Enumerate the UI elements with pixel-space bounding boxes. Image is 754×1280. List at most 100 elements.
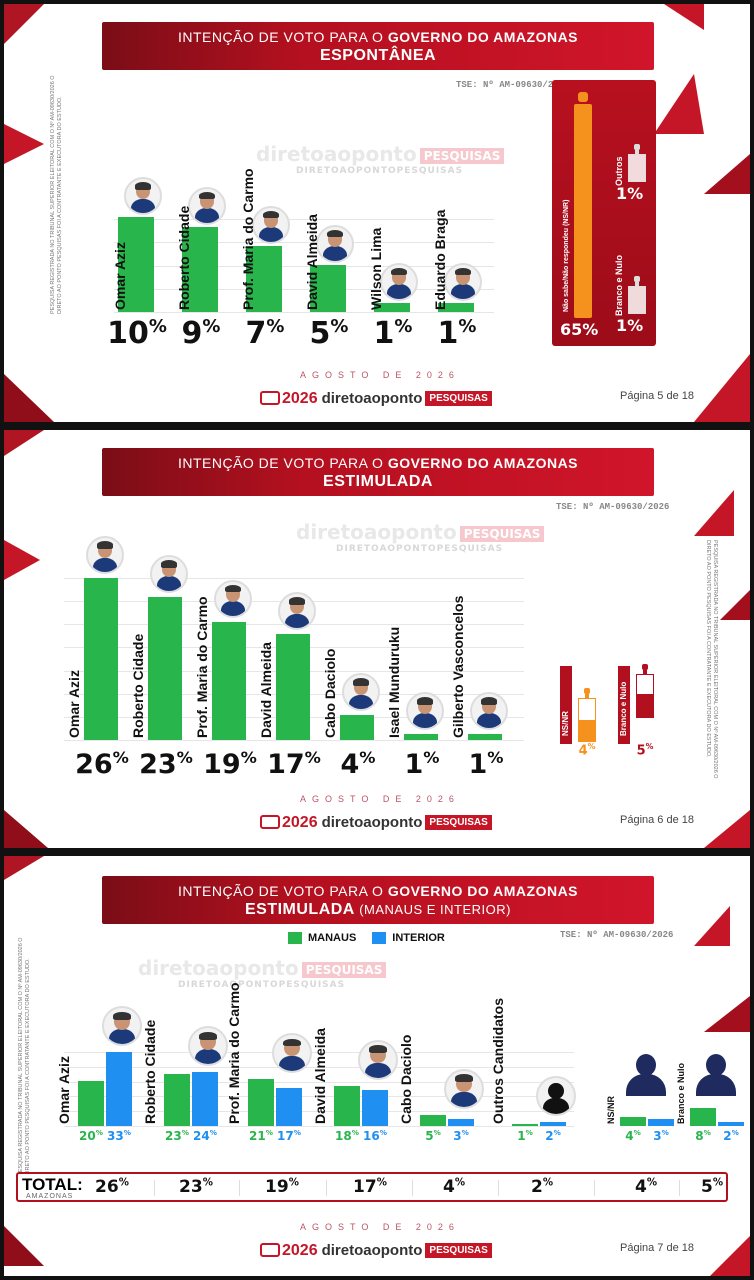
avatar-1 (188, 1026, 228, 1067)
avatar-1-body (195, 1049, 221, 1065)
pct-manaus-3-sign: % (351, 1128, 359, 1137)
bar-manaus-3 (334, 1085, 360, 1126)
avatar-2 (214, 579, 252, 618)
legend: MANAUS INTERIOR (288, 932, 445, 944)
branco-bottle-outline (628, 286, 646, 314)
pct-manaus-2: 21% (244, 1128, 278, 1143)
pct-manaus-7-sign: % (703, 1128, 711, 1137)
avatar-4-body (386, 284, 412, 299)
total-7-value: 5 (700, 1177, 713, 1197)
watermark-pill: PESQUISAS (459, 525, 545, 542)
tse-number: TSE: Nº AM-09630/2026 (456, 80, 570, 90)
tse-number: TSE: Nº AM-09630/2026 (556, 502, 670, 512)
bar-interior-3 (362, 1090, 388, 1126)
candidate-label-3: David Almeida (312, 1028, 328, 1124)
title-prefix: INTENÇÃO DE VOTO PARA O (177, 29, 384, 45)
avatar-4 (342, 673, 380, 712)
registry-note: PESQUISA REGISTRADA NO TRIBUNAL SUPERIOR… (50, 75, 63, 314)
pct-6: 1% (454, 748, 518, 780)
logo-year: 2026 (282, 814, 318, 831)
candidate-label-1: Roberto Cidade (130, 633, 146, 738)
pct-manaus-6: 4% (616, 1128, 650, 1143)
pct-1-value: 23 (139, 749, 177, 780)
logo-pill: PESQUISAS (425, 391, 492, 406)
avatar-2 (272, 1032, 312, 1073)
pct-4-sign: % (359, 748, 376, 767)
pct-manaus-5: 1% (508, 1128, 542, 1143)
watermark: diretoaoponto PESQUISAS DIRETOAOPONTOPESQ… (138, 956, 387, 990)
slide-espontanea: INTENÇÃO DE VOTO PARA O GOVERNO DO AMAZO… (4, 4, 750, 422)
pct-0: 10% (106, 316, 168, 351)
pct-interior-5: 2% (536, 1128, 570, 1143)
avatar-6 (470, 691, 508, 730)
bar-5 (404, 733, 438, 740)
ns-bar-cap (578, 92, 588, 102)
bar-interior-2 (276, 1087, 302, 1126)
candidate-label-2: Prof. Maria do Carmo (194, 596, 210, 738)
branco-pct-value: 5 (636, 743, 646, 759)
branco-pct-value: 1 (616, 316, 628, 335)
pct-interior-3: 16% (358, 1128, 392, 1143)
bar-manaus-2 (248, 1078, 274, 1126)
total-5-value: 2 (530, 1177, 543, 1197)
title-strong: GOVERNO DO AMAZONAS (387, 29, 579, 45)
gridline (64, 1081, 574, 1083)
decor-triangle (694, 354, 750, 422)
total-4-sign: % (454, 1177, 466, 1189)
pct-manaus-4-value: 5 (425, 1129, 434, 1143)
avatar-0-body (92, 557, 118, 572)
pct-0-value: 26 (75, 749, 113, 780)
pct-2: 19% (198, 748, 262, 780)
pct-0-value: 10 (107, 316, 149, 351)
bar-interior-7 (718, 1121, 744, 1126)
candidate-label-6: Gilberto Vasconcelos (450, 595, 466, 738)
candidate-label-1: Roberto Cidade (142, 1019, 158, 1124)
tse-number: TSE: Nº AM-09630/2026 (560, 930, 674, 940)
watermark-name: diretoaoponto (138, 956, 299, 980)
pct-4-value: 1 (373, 316, 395, 351)
total-2: 19% (254, 1177, 310, 1197)
total-divider (498, 1180, 499, 1196)
subtitle-extra: (MANAUS E INTERIOR) (359, 902, 512, 917)
outros-pct: 1% (616, 184, 656, 203)
pct-2-sign: % (266, 316, 285, 337)
pct-interior-2-sign: % (293, 1128, 301, 1137)
branco-bottle-neck (635, 282, 639, 286)
pct-3-value: 5 (309, 316, 331, 351)
pct-manaus-0-value: 20 (79, 1129, 96, 1143)
nsnr-pct-sign: % (587, 742, 596, 751)
watermark: diretoaoponto PESQUISAS DIRETOAOPONTOPESQ… (256, 142, 505, 176)
candidate-label-4: Wilson Lima (368, 227, 384, 310)
totals-row: TOTAL: AMAZONAS 26% 23% 19% 17% 4% 2% 4% 5% (16, 1172, 728, 1202)
logo-badge-icon (260, 815, 280, 829)
pct-interior-2-value: 17 (277, 1129, 294, 1143)
total-3: 17% (342, 1177, 398, 1197)
pct-5: 1% (390, 748, 454, 780)
total-6-sign: % (646, 1177, 658, 1189)
avatar-1-hair (198, 191, 216, 200)
silhouette-body (626, 1074, 666, 1096)
bar-1 (182, 226, 218, 312)
total-1-sign: % (202, 1177, 213, 1189)
nsnr-bottle-neck (585, 694, 589, 698)
title-prefix: INTENÇÃO DE VOTO PARA O (177, 883, 384, 899)
pct-3-value: 17 (267, 749, 305, 780)
logo-pill: PESQUISAS (425, 1243, 492, 1258)
avatar-1 (150, 554, 188, 593)
pct-0-sign: % (148, 316, 167, 337)
slide-estimulada-manaus-interior: INTENÇÃO DE VOTO PARA O GOVERNO DO AMAZO… (4, 856, 750, 1276)
avatar-5-hair (416, 697, 434, 705)
pct-interior-0: 33% (102, 1128, 136, 1143)
pct-interior-3-sign: % (379, 1128, 387, 1137)
watermark-name: diretoaoponto (256, 142, 417, 166)
pct-manaus-2-sign: % (265, 1128, 273, 1137)
nsnr-label: NS/NR (561, 711, 570, 736)
gridline (64, 578, 524, 579)
footer-logo: 2026 diretoaoponto PESQUISAS (260, 1242, 492, 1262)
pct-0: 26% (70, 748, 134, 780)
branco-bottle-fill (636, 693, 654, 718)
avatar-5 (406, 691, 444, 730)
avatar-3 (358, 1039, 398, 1080)
branco-pct: 1% (616, 316, 656, 335)
pct-5: 1% (426, 316, 488, 351)
